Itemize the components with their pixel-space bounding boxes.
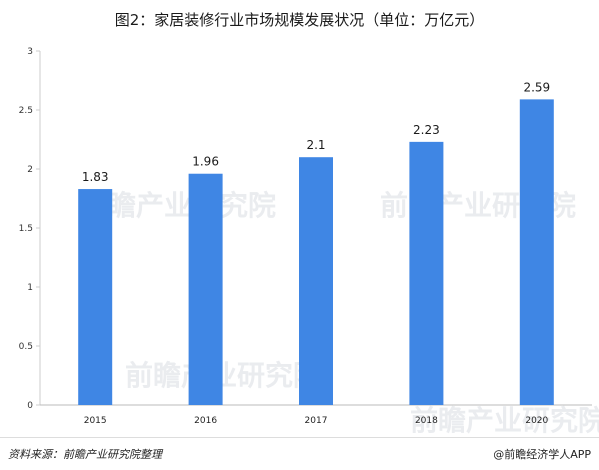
data-label-2017: 2.1	[306, 138, 325, 152]
y-tick-label: 1	[27, 283, 33, 293]
y-axis-ticks: 0 0.5 1 1.5 2 2.5 3	[19, 47, 40, 411]
watermark-text: 前瞻产业研究院	[125, 359, 321, 392]
y-tick-label: 0.5	[19, 342, 33, 352]
y-tick-label: 2	[27, 165, 33, 175]
x-tick-label: 2020	[525, 416, 548, 426]
bar-2016	[188, 173, 223, 405]
bar-2018	[409, 141, 444, 406]
x-tick-label: 2018	[415, 416, 438, 426]
y-tick-label: 3	[27, 47, 33, 57]
x-axis-ticks: 2015 2016 2017 2018 2020	[84, 416, 549, 426]
watermark-text: 前瞻产业研究院	[80, 189, 276, 222]
x-tick-label: 2016	[194, 416, 217, 426]
bar-2020	[519, 99, 554, 405]
data-labels: 1.83 1.96 2.1 2.23 2.59	[82, 80, 550, 184]
chart-title: 图2：家居装修行业市场规模发展状况（单位：万亿元）	[114, 11, 485, 29]
source-note: 资料来源：前瞻产业研究院整理	[8, 448, 162, 461]
y-tick-label: 1.5	[19, 224, 33, 234]
credit-note: @前瞻经济学人APP	[493, 448, 591, 461]
bars	[78, 99, 554, 406]
data-label-2015: 1.83	[82, 170, 109, 184]
footer: 资料来源：前瞻产业研究院整理 @前瞻经济学人APP	[0, 437, 599, 470]
y-tick-label: 2.5	[19, 106, 33, 116]
data-label-2018: 2.23	[413, 123, 440, 137]
y-tick-label: 0	[27, 401, 33, 411]
data-label-2016: 1.96	[192, 155, 219, 169]
x-tick-label: 2015	[84, 416, 107, 426]
x-tick-label: 2017	[305, 416, 328, 426]
data-label-2020: 2.59	[523, 80, 550, 94]
watermark-text: 前瞻产业研究院	[410, 404, 599, 437]
bar-2015	[78, 189, 113, 405]
bar-2017	[299, 157, 333, 405]
